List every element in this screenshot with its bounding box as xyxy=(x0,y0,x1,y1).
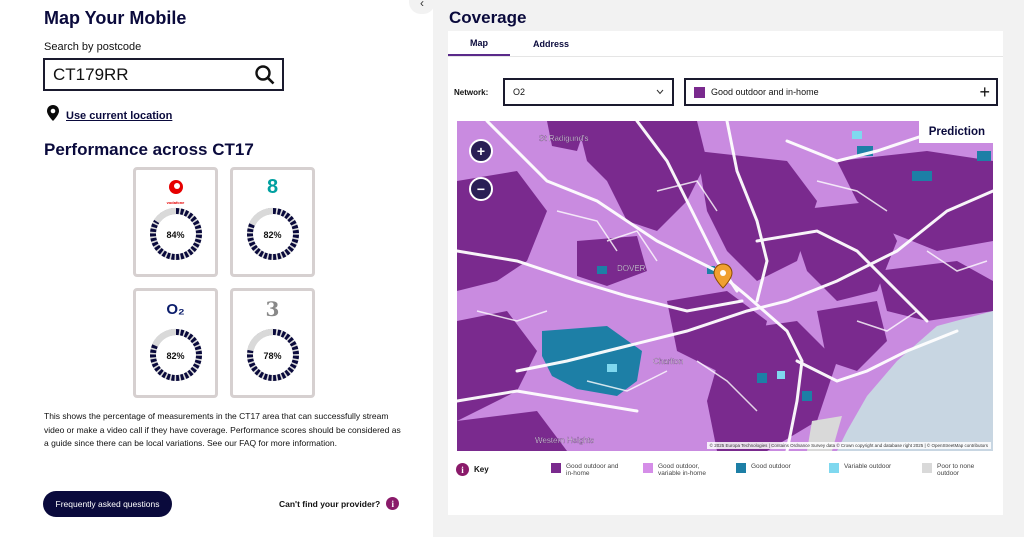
tab-divider xyxy=(448,56,1003,57)
svg-text:−: − xyxy=(477,181,485,197)
performance-ring xyxy=(246,328,300,382)
legend-label: Good outdoor xyxy=(751,463,791,470)
percent-label: 82% xyxy=(166,351,185,361)
prediction-label: Prediction xyxy=(918,121,993,143)
faq-button[interactable]: Frequently asked questions xyxy=(43,491,172,517)
legend-item: Good outdoor, variable in-home xyxy=(643,463,723,477)
performance-title: Performance across CT17 xyxy=(44,140,254,159)
coverage-section: Coverage Map Address Network: O2 Good ou… xyxy=(433,0,1024,537)
plus-icon[interactable]: + xyxy=(979,82,990,102)
tab-address[interactable]: Address xyxy=(532,39,569,49)
network-select[interactable]: O2 xyxy=(503,78,674,106)
map-label-western-heights: Western Heights xyxy=(535,436,594,445)
map-attribution: © 2025 Europa Technologies | Contains Or… xyxy=(706,442,991,449)
chevron-down-icon xyxy=(656,87,664,97)
vodafone-logo: vodafone xyxy=(136,178,215,205)
cant-find-label: Can't find your provider? xyxy=(279,498,381,509)
map-label-dover: DOVER xyxy=(617,264,646,273)
coverage-tabs: Map Address xyxy=(448,31,1003,57)
legend-label: Good outdoor and in-home xyxy=(566,463,619,477)
coverage-type-value: Good outdoor and in-home xyxy=(711,87,819,97)
info-icon: i xyxy=(386,497,400,510)
provider-card-vodafone[interactable]: vodafone 84% xyxy=(133,167,218,277)
use-location-link[interactable]: Use current location xyxy=(66,109,173,122)
key-toggle[interactable]: i Key xyxy=(456,463,489,476)
legend-swatch xyxy=(736,463,746,473)
collapse-panel-icon[interactable]: ‹ xyxy=(409,0,435,14)
three-logo: 3 xyxy=(265,297,280,321)
vodafone-logo-text: vodafone xyxy=(166,200,185,205)
legend-swatch xyxy=(643,463,653,473)
coverage-title: Coverage xyxy=(449,8,527,27)
svg-text:+: + xyxy=(477,143,485,159)
legend-item: Good outdoor and in-home xyxy=(551,463,621,477)
percent-label: 84% xyxy=(166,230,185,240)
map-label-charlton: Charlton xyxy=(653,357,683,366)
zoom-out-icon[interactable] xyxy=(469,177,493,201)
percent-label: 82% xyxy=(263,230,282,240)
legend-swatch xyxy=(922,463,932,473)
provider-card-ee[interactable]: 8 82% xyxy=(230,167,315,277)
legend-label: Variable outdoor xyxy=(844,463,892,470)
coverage-panel: Map Address Network: O2 Good outdoor and… xyxy=(448,31,1003,515)
performance-ring xyxy=(246,207,300,261)
search-icon[interactable] xyxy=(254,64,276,86)
percent-label: 78% xyxy=(263,351,282,361)
postcode-input[interactable] xyxy=(53,64,253,85)
tab-map[interactable]: Map xyxy=(448,31,510,57)
coverage-type-select[interactable]: Good outdoor and in-home + xyxy=(684,78,998,106)
key-label: Key xyxy=(474,465,489,474)
use-location-row[interactable]: Use current location xyxy=(46,104,172,127)
coverage-map[interactable]: + − DOVER St Radigund's Charlton Western… xyxy=(457,121,993,451)
map-label-st-radigunds: St Radigund's xyxy=(539,134,589,143)
legend-item: Variable outdoor xyxy=(829,463,909,473)
coverage-swatch xyxy=(694,86,705,98)
legend-swatch xyxy=(551,463,561,473)
legend-item: Good outdoor xyxy=(736,463,811,473)
ee-logo: 8 xyxy=(266,176,279,198)
map-canvas: + − DOVER St Radigund's Charlton Western… xyxy=(457,121,993,451)
performance-ring xyxy=(149,328,203,382)
zoom-in-icon[interactable] xyxy=(469,139,493,163)
network-label: Network: xyxy=(454,88,489,97)
legend-label: Poor to none outdoor xyxy=(937,463,975,477)
search-label: Search by postcode xyxy=(44,41,142,53)
cant-find-provider-link[interactable]: Can't find your provider? i xyxy=(279,497,400,510)
left-panel: Map Your Mobile Search by postcode Use c… xyxy=(0,0,433,537)
performance-ring xyxy=(149,207,203,261)
o2-logo: O₂ xyxy=(166,301,185,318)
location-pin-icon xyxy=(46,104,60,127)
legend-swatch xyxy=(829,463,839,473)
info-icon: i xyxy=(456,463,469,476)
page-title: Map Your Mobile xyxy=(44,8,187,28)
provider-card-o2[interactable]: O₂ 82% xyxy=(133,288,218,398)
map-marker-icon[interactable] xyxy=(713,263,733,289)
provider-card-three[interactable]: 3 78% xyxy=(230,288,315,398)
legend-item: Poor to none outdoor xyxy=(922,463,987,477)
performance-description: This shows the percentage of measurement… xyxy=(44,411,401,448)
legend-label: Good outdoor, variable in-home xyxy=(658,463,707,477)
postcode-search-box xyxy=(43,58,284,91)
network-value: O2 xyxy=(513,87,526,97)
